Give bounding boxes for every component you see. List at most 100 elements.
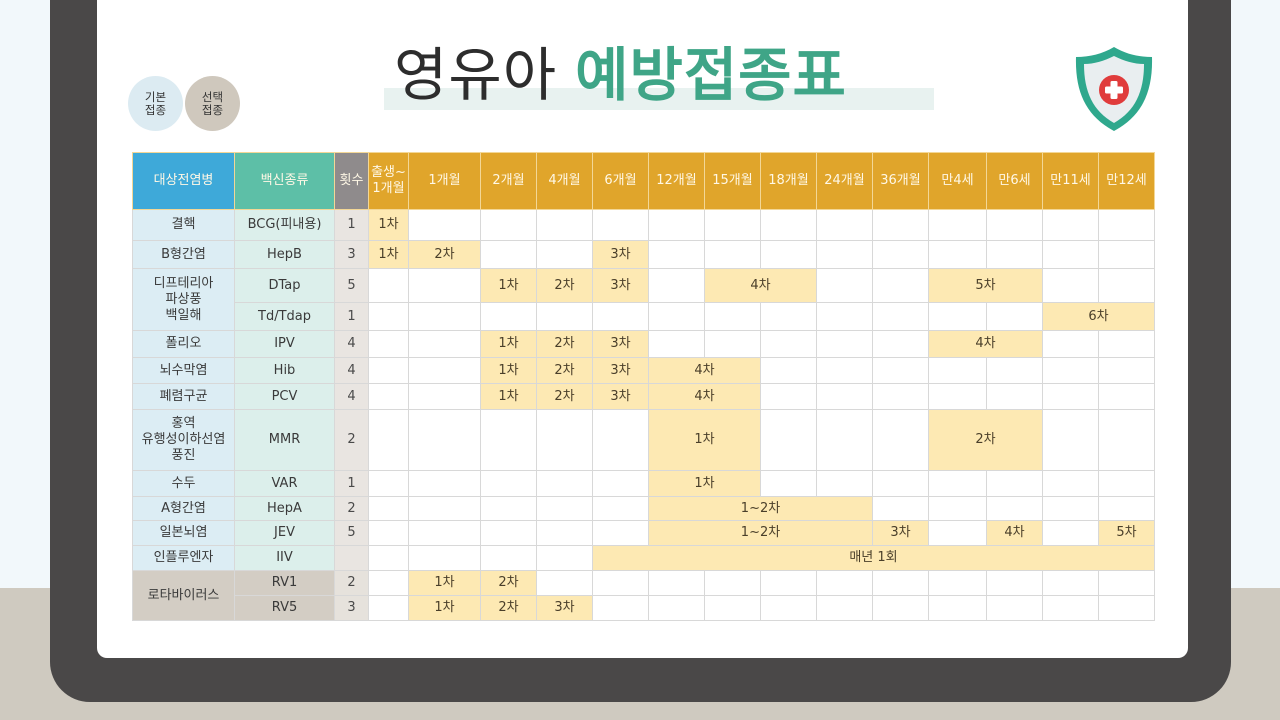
empty-cell <box>536 209 593 241</box>
dose-count-cell: 1 <box>334 302 369 331</box>
vaccine-cell: MMR <box>234 409 335 471</box>
dose-cell: 3차 <box>592 240 649 269</box>
empty-cell <box>480 496 537 521</box>
empty-cell <box>536 570 593 596</box>
empty-cell <box>760 330 817 358</box>
dose-count-cell: 2 <box>334 409 369 471</box>
disease-cell: 폴리오 <box>132 330 235 358</box>
dose-count-cell: 2 <box>334 496 369 521</box>
disease-cell: 일본뇌염 <box>132 520 235 546</box>
header-count: 횟수 <box>334 152 369 210</box>
vaccine-cell: RV5 <box>234 595 335 621</box>
empty-cell <box>408 357 481 384</box>
header-age: 6개월 <box>592 152 649 210</box>
empty-cell <box>408 496 481 521</box>
empty-cell <box>1042 268 1099 303</box>
empty-cell <box>408 383 481 410</box>
dose-count-cell: 3 <box>334 595 369 621</box>
empty-cell <box>480 409 537 471</box>
empty-cell <box>408 209 481 241</box>
empty-cell <box>1042 383 1099 410</box>
empty-cell <box>408 409 481 471</box>
empty-cell <box>368 302 409 331</box>
empty-cell <box>816 209 873 241</box>
empty-cell <box>408 545 481 571</box>
dose-cell: 2차 <box>928 409 1043 471</box>
empty-cell <box>928 470 987 497</box>
header-age: 1개월 <box>408 152 481 210</box>
empty-cell <box>1098 330 1155 358</box>
empty-cell <box>816 330 873 358</box>
table-row: 인플루엔자 IIV 매년 1회 <box>132 545 1155 571</box>
empty-cell <box>536 470 593 497</box>
empty-cell <box>872 209 929 241</box>
empty-cell <box>1042 496 1099 521</box>
empty-cell <box>536 302 593 331</box>
dose-count-cell: 1 <box>334 209 369 241</box>
empty-cell <box>872 496 929 521</box>
dose-cell: 4차 <box>704 268 817 303</box>
empty-cell <box>1098 409 1155 471</box>
table-row: RV5 3 1차 2차 3차 <box>133 595 1155 621</box>
empty-cell <box>928 595 987 621</box>
table-row: 디프테리아 파상풍 백일해 DTap 5 1차 2차 3차 4차 5차 <box>132 268 1155 331</box>
empty-cell <box>760 570 817 596</box>
empty-cell <box>816 383 873 410</box>
empty-cell <box>480 470 537 497</box>
disease-cell: 수두 <box>132 470 235 497</box>
dose-count-cell: 4 <box>334 357 369 384</box>
empty-cell <box>928 209 987 241</box>
dose-count-cell: 1 <box>334 470 369 497</box>
disease-cell: 디프테리아 파상풍 백일해 <box>132 268 235 331</box>
dose-cell: 매년 1회 <box>592 545 1155 571</box>
empty-cell <box>760 209 817 241</box>
dose-cell: 2차 <box>408 240 481 269</box>
header-age: 18개월 <box>760 152 817 210</box>
dose-cell: 1차 <box>480 357 537 384</box>
dose-cell: 5차 <box>928 268 1043 303</box>
legend-optional-vaccination: 선택 접종 <box>185 76 240 131</box>
empty-cell <box>1042 570 1099 596</box>
empty-cell <box>408 268 481 303</box>
empty-cell <box>592 209 649 241</box>
empty-cell <box>592 470 649 497</box>
empty-cell <box>872 240 929 269</box>
empty-cell <box>816 570 873 596</box>
dose-cell: 1차 <box>648 409 761 471</box>
empty-cell <box>408 330 481 358</box>
dose-count-cell: 5 <box>334 268 369 303</box>
empty-cell <box>928 520 987 546</box>
empty-cell <box>1042 595 1099 621</box>
dose-cell: 1차 <box>648 470 761 497</box>
empty-cell <box>536 545 593 571</box>
empty-cell <box>1098 595 1155 621</box>
empty-cell <box>648 268 705 303</box>
dose-cell: 4차 <box>928 330 1043 358</box>
dose-cell: 6차 <box>1042 302 1155 331</box>
empty-cell <box>368 470 409 497</box>
empty-cell <box>1098 496 1155 521</box>
empty-cell <box>760 409 817 471</box>
title-bold: 예방접종표 <box>575 41 847 109</box>
empty-cell <box>368 496 409 521</box>
dose-cell: 3차 <box>592 268 649 303</box>
header-age: 36개월 <box>872 152 929 210</box>
empty-cell <box>704 240 761 269</box>
header-age: 4개월 <box>536 152 593 210</box>
dose-cell: 4차 <box>648 357 761 384</box>
empty-cell <box>536 520 593 546</box>
empty-cell <box>480 545 537 571</box>
header-vaccine: 백신종류 <box>234 152 335 210</box>
empty-cell <box>1098 357 1155 384</box>
page-title: 영유아 예방접종표 <box>384 34 934 116</box>
empty-cell <box>368 520 409 546</box>
empty-cell <box>648 570 705 596</box>
empty-cell <box>872 268 929 303</box>
empty-cell <box>1042 470 1099 497</box>
legend: 기본 접종 선택 접종 <box>128 76 242 131</box>
vaccine-cell: JEV <box>234 520 335 546</box>
empty-cell <box>872 595 929 621</box>
empty-cell <box>1098 570 1155 596</box>
disease-cell: 결핵 <box>132 209 235 241</box>
vaccine-cell: RV1 <box>234 570 335 596</box>
